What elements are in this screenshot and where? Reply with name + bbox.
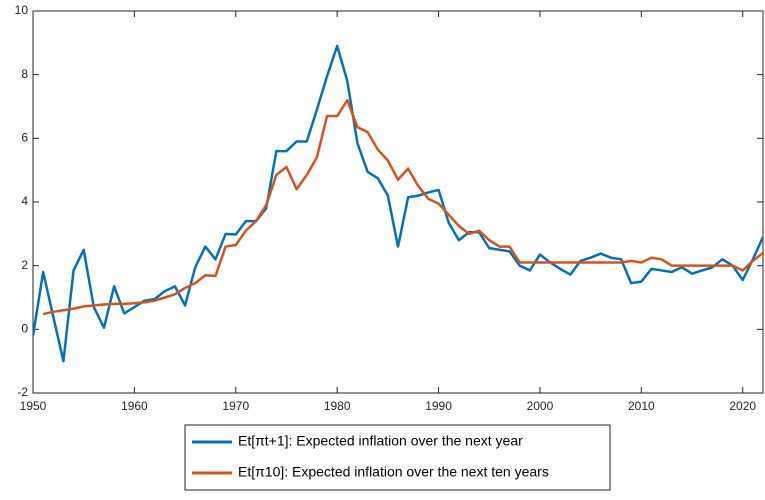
y-tick-label: 8 [21,67,28,81]
y-tick-label: 0 [21,322,28,336]
x-tick-label: 2000 [527,399,554,413]
plot-lines [33,44,763,363]
plot-frame [32,10,764,394]
y-tick-label: -2 [17,385,28,399]
legend-box [184,424,611,491]
legend-label: Et[πt+1]: Expected inflation over the ne… [238,433,523,449]
x-tick-label: 1990 [425,399,452,413]
legend-label: Et[π10]: Expected inflation over the nex… [238,464,549,480]
x-tick-label: 1980 [324,399,351,413]
y-tick-label: 6 [21,131,28,145]
y-tick-label: 4 [21,194,28,208]
data-line [33,44,763,363]
x-tick-label: 2010 [628,399,655,413]
x-tick-label: 1950 [20,399,47,413]
x-tick-label: 1970 [222,399,249,413]
y-tick-label: 10 [15,3,29,17]
x-tick-label: 1960 [121,399,148,413]
y-tick-label: 2 [21,258,28,272]
data-line [42,98,763,316]
legend: Et[πt+1]: Expected inflation over the ne… [184,424,611,491]
x-tick-label: 2020 [729,399,756,413]
